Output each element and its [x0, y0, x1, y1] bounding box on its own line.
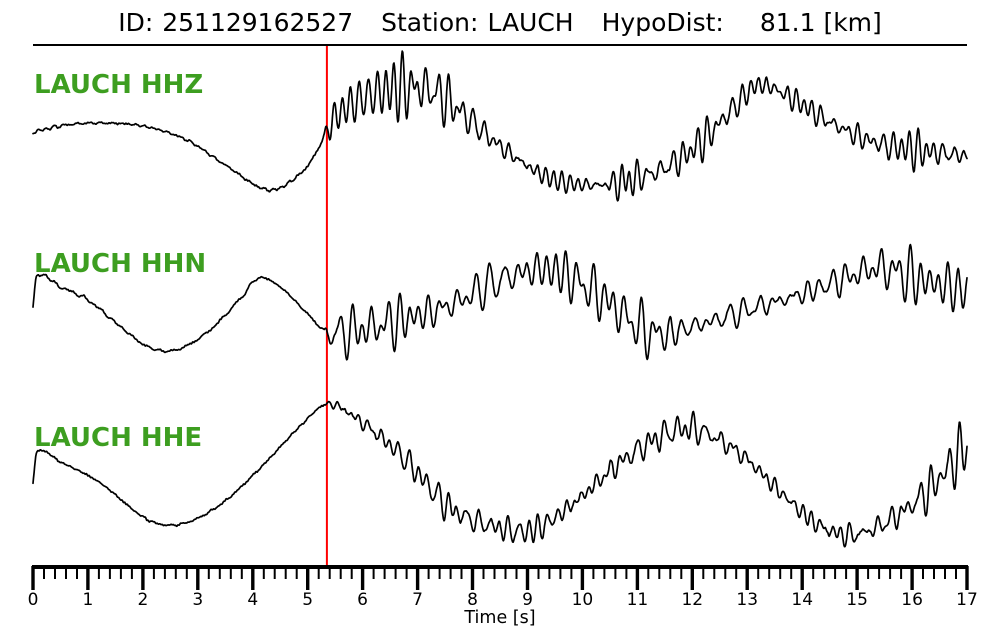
- trace-label-hhn: LAUCH HHN: [34, 249, 207, 279]
- x-axis-tick-label: 12: [681, 590, 703, 610]
- x-axis-tick-label: 3: [192, 590, 203, 610]
- x-axis-tick-label: 4: [247, 590, 258, 610]
- x-axis-tick-label: 16: [901, 590, 923, 610]
- trace-label-hhz: LAUCH HHZ: [34, 70, 204, 100]
- x-axis-tick-label: 14: [791, 590, 813, 610]
- event-id-label: ID:: [118, 8, 154, 37]
- hypodist-value: 81.1 [km]: [759, 8, 882, 37]
- x-axis-tick-label: 2: [137, 590, 148, 610]
- x-axis-tick-label: 0: [28, 590, 39, 610]
- figure-title: ID: 251129162527 Station: LAUCH HypoDist: 81.…: [0, 7, 1000, 40]
- station-label: Station:: [381, 8, 479, 37]
- x-axis-line: [32, 565, 968, 569]
- x-axis-tick-label: 1: [82, 590, 93, 610]
- x-axis-tick-label: 15: [846, 590, 868, 610]
- x-axis-tick-label: 13: [736, 590, 758, 610]
- waveform-trace-hhn: [32, 243, 968, 361]
- x-axis-tick-label: 11: [627, 590, 649, 610]
- x-axis-tick-label: 8: [467, 590, 478, 610]
- x-axis-tick-label: 5: [302, 590, 313, 610]
- hypodist-label: HypoDist:: [601, 8, 724, 37]
- x-axis-tick-label: 9: [522, 590, 533, 610]
- title-underline: [33, 44, 967, 46]
- trace-label-hhe: LAUCH HHE: [34, 423, 203, 453]
- waveform-trace-hhe: [32, 400, 968, 548]
- x-axis-tick-label: 17: [956, 590, 978, 610]
- x-axis-title: Time [s]: [463, 608, 535, 628]
- x-axis-tick-label: 6: [357, 590, 368, 610]
- waveform-trace-hhz: [32, 50, 968, 202]
- x-axis-tick-label: 7: [412, 590, 423, 610]
- station-value: LAUCH: [487, 8, 574, 37]
- event-id-value: 251129162527: [162, 8, 354, 37]
- x-axis-tick-label: 10: [572, 590, 594, 610]
